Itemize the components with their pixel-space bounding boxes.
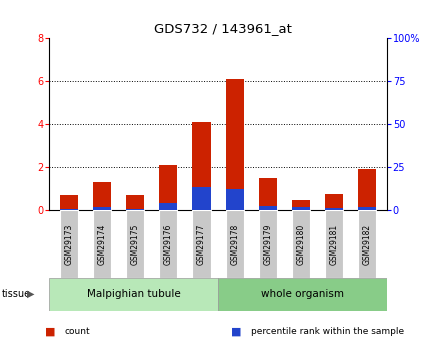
Bar [259, 206, 277, 210]
Bar [93, 210, 111, 278]
Text: GSM29180: GSM29180 [296, 224, 305, 265]
Bar [126, 209, 144, 210]
Bar [49, 278, 218, 310]
Bar [226, 79, 244, 210]
Bar [226, 210, 244, 278]
Bar [218, 278, 387, 310]
Text: ■: ■ [44, 326, 55, 336]
Bar [358, 169, 376, 210]
Bar [325, 208, 343, 210]
Bar [159, 165, 178, 210]
Bar [259, 178, 277, 210]
Text: ▶: ▶ [27, 289, 34, 299]
Bar [60, 209, 78, 210]
Text: GSM29177: GSM29177 [197, 224, 206, 265]
Text: GSM29178: GSM29178 [230, 224, 239, 265]
Text: tissue: tissue [2, 289, 31, 299]
Bar [93, 207, 111, 210]
Bar [192, 187, 210, 210]
Bar [226, 189, 244, 210]
Bar [292, 210, 310, 278]
Bar [325, 210, 343, 278]
Text: GSM29173: GSM29173 [65, 224, 73, 265]
Bar [60, 195, 78, 210]
Bar [358, 210, 376, 278]
Text: whole organism: whole organism [261, 289, 344, 299]
Text: count: count [65, 327, 90, 336]
Bar [292, 207, 310, 210]
Text: GDS732 / 143961_at: GDS732 / 143961_at [154, 22, 291, 36]
Bar [126, 195, 144, 210]
Text: GSM29175: GSM29175 [131, 224, 140, 265]
Text: GSM29176: GSM29176 [164, 224, 173, 265]
Bar [93, 183, 111, 210]
Text: ■: ■ [231, 326, 242, 336]
Text: Malpighian tubule: Malpighian tubule [87, 289, 180, 299]
Bar [192, 122, 210, 210]
Bar [325, 194, 343, 210]
Bar [358, 207, 376, 210]
Bar [192, 210, 210, 278]
Bar [159, 210, 178, 278]
Text: GSM29181: GSM29181 [330, 224, 339, 265]
Bar [159, 203, 178, 210]
Bar [292, 200, 310, 210]
Text: percentile rank within the sample: percentile rank within the sample [251, 327, 405, 336]
Bar [259, 210, 277, 278]
Text: GSM29179: GSM29179 [263, 224, 272, 265]
Bar [60, 210, 78, 278]
Bar [126, 210, 144, 278]
Text: GSM29174: GSM29174 [97, 224, 106, 265]
Text: GSM29182: GSM29182 [363, 224, 372, 265]
